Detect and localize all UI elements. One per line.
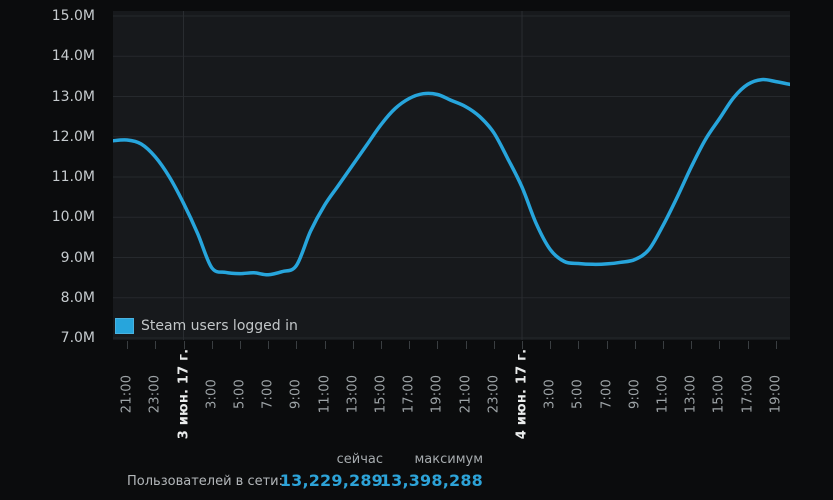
x-axis-tick-label: 3:00 <box>204 379 220 409</box>
x-axis-tick-label: 21:00 <box>458 374 474 414</box>
x-axis-tick-label: 17:00 <box>401 374 417 414</box>
x-axis-tick-label: 17:00 <box>740 374 756 414</box>
x-axis-tick-mark <box>324 341 326 349</box>
x-axis-tick-mark <box>691 341 693 349</box>
x-axis-tick-label: 15:00 <box>373 374 389 414</box>
x-axis-tick-mark <box>268 341 270 349</box>
x-axis-tick-mark <box>211 341 213 349</box>
y-axis-tick-label: 15.0M <box>51 8 95 24</box>
x-axis-tick-mark <box>719 341 721 349</box>
x-axis-tick-mark <box>352 341 354 349</box>
x-axis-tick-mark <box>663 341 665 349</box>
x-axis-tick-mark <box>465 341 467 349</box>
x-axis-tick-mark <box>380 341 382 349</box>
plot-area: Steam users logged in <box>113 11 790 340</box>
stats-header-max: максимум <box>414 452 483 467</box>
x-axis-tick-label: 21:00 <box>119 374 135 414</box>
x-axis-tick-label: 5:00 <box>232 379 248 409</box>
y-axis-tick-label: 12.0M <box>51 128 95 145</box>
x-axis-tick-mark <box>409 341 411 349</box>
x-axis-tick-mark <box>437 341 439 349</box>
x-axis-tick-label: 9:00 <box>627 379 643 409</box>
stats-header-now: сейчас <box>336 452 383 467</box>
y-axis-tick-label: 8.0M <box>60 289 95 306</box>
x-axis-tick-mark <box>775 341 777 349</box>
x-axis-tick-mark <box>127 341 129 349</box>
x-axis-tick-label: 19:00 <box>429 374 445 414</box>
stats-row-label: Пользователей в сети: <box>127 474 283 489</box>
x-axis-tick-mark <box>550 341 552 349</box>
x-axis-tick-label: 15:00 <box>711 374 727 414</box>
x-axis-tick-label: 19:00 <box>768 374 784 414</box>
x-axis-tick-label: 13:00 <box>345 374 361 414</box>
x-axis-tick-mark <box>578 341 580 349</box>
x-axis-tick-label: 7:00 <box>260 379 276 409</box>
x-axis-tick-label: 7:00 <box>599 379 615 409</box>
x-axis-tick-label: 23:00 <box>147 374 163 414</box>
series-line-steam-users <box>113 77 790 277</box>
x-axis-tick-mark <box>296 341 298 349</box>
legend-label: Steam users logged in <box>141 318 298 334</box>
x-axis-tick-mark <box>606 341 608 349</box>
x-axis-tick-label: 11:00 <box>317 374 333 414</box>
stats-value-max: 13,398,288 <box>379 471 483 490</box>
x-axis-date-label: 3 июн. 17 г. <box>176 348 192 440</box>
x-axis-tick-mark <box>634 341 636 349</box>
y-axis-tick-label: 11.0M <box>51 169 95 185</box>
x-axis-tick-mark <box>239 341 241 349</box>
y-axis-tick-label: 9.0M <box>60 249 95 266</box>
x-axis-tick-label: 13:00 <box>683 374 699 414</box>
x-axis-tick-mark <box>747 341 749 349</box>
x-axis-tick-mark <box>183 341 185 349</box>
x-axis-tick-label: 23:00 <box>486 374 502 414</box>
legend-swatch-icon <box>115 318 134 334</box>
chart-svg <box>113 11 790 340</box>
stats-value-now: 13,229,289 <box>279 471 383 490</box>
y-axis-tick-label: 7.0M <box>60 330 95 346</box>
x-axis-tick-mark <box>493 341 495 349</box>
x-axis-tick-label: 5:00 <box>570 379 586 409</box>
legend: Steam users logged in <box>115 318 298 334</box>
x-axis-tick-mark <box>155 341 157 349</box>
y-axis-tick-label: 14.0M <box>51 48 95 65</box>
x-axis-tick-label: 11:00 <box>655 374 671 414</box>
y-axis-tick-label: 10.0M <box>51 209 95 226</box>
x-axis-date-label: 4 июн. 17 г. <box>514 348 530 440</box>
x-axis-tick-mark <box>522 341 524 349</box>
x-axis-tick-label: 9:00 <box>288 379 304 409</box>
x-axis-tick-label: 3:00 <box>542 379 558 409</box>
y-axis-tick-label: 13.0M <box>51 88 95 105</box>
